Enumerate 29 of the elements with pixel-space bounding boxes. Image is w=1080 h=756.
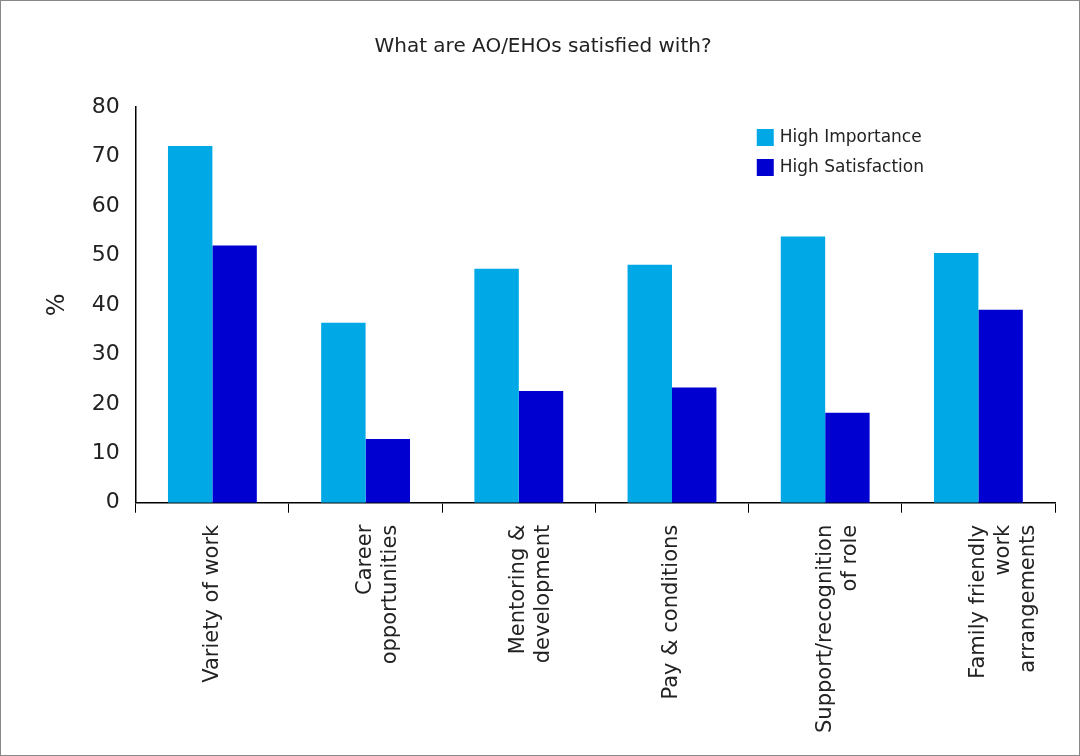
legend-label: High Importance — [779, 126, 922, 147]
y-tick-label: 70 — [91, 142, 120, 168]
y-tick-label: 20 — [91, 389, 120, 415]
bar — [321, 322, 366, 503]
bar — [518, 390, 564, 503]
bar — [780, 236, 826, 503]
x-tick-label: Pay & conditions — [658, 524, 683, 700]
y-tick-label: 80 — [91, 92, 120, 118]
bar — [978, 309, 1023, 503]
bar — [212, 245, 257, 503]
bar — [825, 412, 870, 503]
y-tick-label: 30 — [91, 340, 120, 366]
bar — [627, 264, 672, 503]
bar — [672, 387, 717, 503]
legend-label: High Satisfaction — [779, 156, 925, 177]
x-tick-label: Career opportunities — [352, 524, 402, 665]
bar — [365, 438, 411, 503]
bar — [933, 252, 979, 503]
bar — [474, 268, 519, 503]
y-tick-label: 50 — [91, 241, 120, 267]
y-axis-title: % — [41, 293, 70, 317]
y-tick-label: 60 — [91, 191, 120, 217]
x-tick-label: Support/recognition of role — [811, 524, 861, 733]
y-tick-label: 40 — [91, 290, 120, 316]
chart-title: What are AO/EHOs satisfied with? — [374, 33, 712, 58]
x-tick-label: Variety of work — [198, 523, 223, 683]
bar — [167, 146, 213, 503]
y-tick-label: 0 — [105, 488, 120, 514]
y-tick-label: 10 — [91, 438, 120, 464]
